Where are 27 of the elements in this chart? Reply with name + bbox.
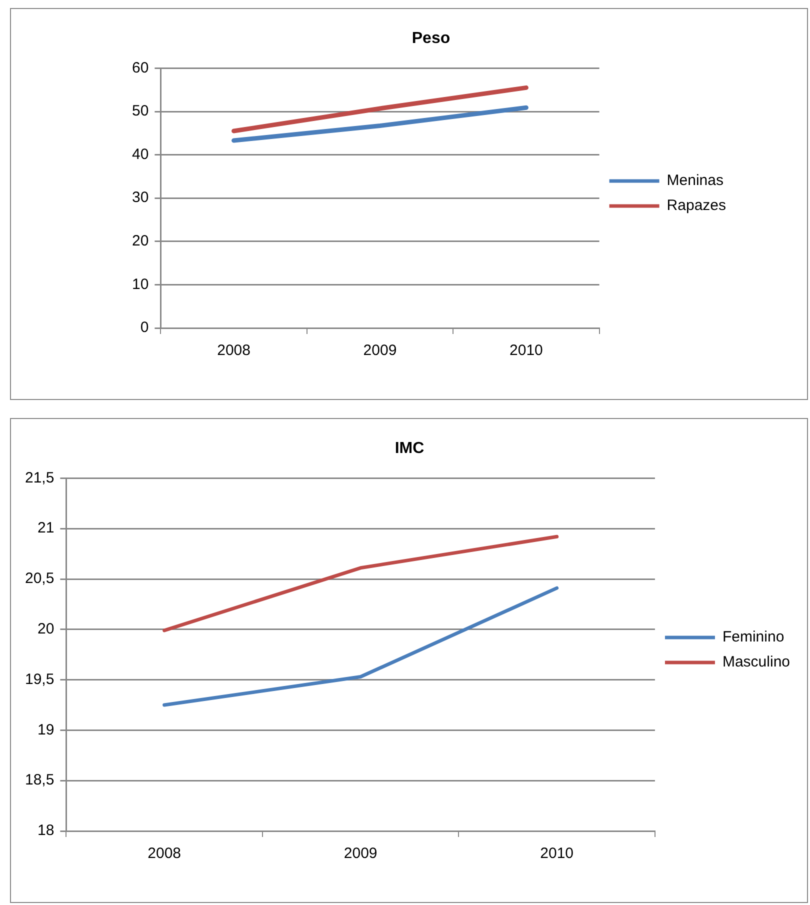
y-tick-label: 60 [132,59,149,76]
y-tick-label: 40 [132,146,149,163]
y-tick-label: 19,5 [24,670,54,688]
x-tick-label: 2009 [363,342,397,360]
legend-label: Feminino [722,628,784,646]
x-tick-label: 2010 [510,342,543,360]
y-tick-label: 20 [38,620,54,638]
y-tick-label: 20,5 [24,570,54,588]
y-tick-label: 20 [132,232,149,250]
y-tick-label: 30 [132,189,149,206]
x-tick-label: 2008 [148,845,182,862]
x-tick-label: 2008 [217,342,250,360]
y-tick-label: 18 [38,822,54,840]
x-tick-label: 2009 [344,845,378,862]
y-tick-label: 18,5 [24,772,54,789]
y-tick-label: 21 [38,520,54,537]
legend-label: Rapazes [666,197,726,214]
chart-title: IMC [394,440,425,458]
y-tick-label: 21,5 [24,469,54,486]
x-tick-label: 2010 [540,845,574,862]
y-tick-label: 10 [132,276,149,293]
legend-label: Meninas [666,172,724,190]
legend-label: Masculino [722,654,790,671]
y-tick-label: 50 [132,102,149,120]
y-tick-label: 19 [38,721,54,738]
chart-title: Peso [412,30,450,48]
y-tick-label: 0 [140,319,149,336]
